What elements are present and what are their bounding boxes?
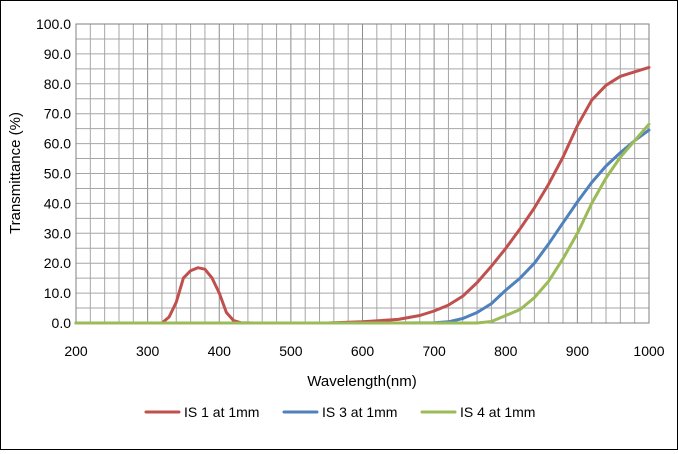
legend-label-3: IS 4 at 1mm xyxy=(460,404,535,420)
y-tick-label: 80.0 xyxy=(44,76,71,92)
x-tick-label: 500 xyxy=(279,343,303,359)
y-axis-title: Transmittance (%) xyxy=(7,112,24,234)
grid xyxy=(75,23,650,324)
y-tick-label: 30.0 xyxy=(44,225,71,241)
series-lines xyxy=(74,65,651,325)
y-tick-label: 90.0 xyxy=(44,46,71,62)
x-tick-label: 900 xyxy=(566,343,590,359)
x-tick-label: 300 xyxy=(136,343,160,359)
x-tick-label: 600 xyxy=(351,343,375,359)
series-line-3 xyxy=(74,122,651,325)
x-axis-title: Wavelength(nm) xyxy=(307,373,416,390)
x-tick-label: 800 xyxy=(494,343,518,359)
x-tick-labels: 200 300 400 500 600 700 800 900 1000 xyxy=(64,343,664,359)
x-tick-label: 1000 xyxy=(633,343,664,359)
y-tick-label: 0.0 xyxy=(52,315,72,331)
legend-label-2: IS 3 at 1mm xyxy=(322,404,397,420)
x-tick-label: 200 xyxy=(64,343,88,359)
y-tick-label: 100.0 xyxy=(36,16,71,32)
y-tick-label: 50.0 xyxy=(44,166,71,182)
x-tick-label: 700 xyxy=(422,343,446,359)
y-tick-label: 70.0 xyxy=(44,106,71,122)
legend-label-1: IS 1 at 1mm xyxy=(184,404,259,420)
legend: IS 1 at 1mm IS 3 at 1mm IS 4 at 1mm xyxy=(144,404,535,420)
x-tick-label: 400 xyxy=(208,343,232,359)
y-tick-label: 40.0 xyxy=(44,195,71,211)
y-tick-labels: 0.0 10.0 20.0 30.0 40.0 50.0 60.0 70.0 80.0 90.0 1… xyxy=(36,16,71,331)
y-tick-label: 10.0 xyxy=(44,285,71,301)
y-tick-label: 60.0 xyxy=(44,136,71,152)
y-tick-label: 20.0 xyxy=(44,255,71,271)
series-line-1 xyxy=(74,65,651,325)
